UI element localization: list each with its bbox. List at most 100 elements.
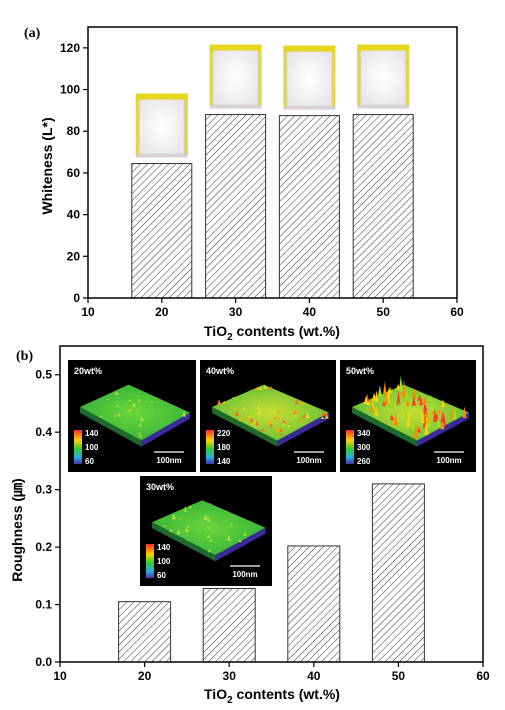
afm-peak — [245, 415, 250, 419]
afm-peak — [203, 513, 208, 520]
afm-peak — [423, 395, 428, 404]
afm-surface — [212, 384, 329, 441]
afm-surface-edge — [352, 407, 418, 447]
afm-colorbar — [74, 430, 82, 464]
afm-peak — [242, 406, 247, 411]
panel-b-plot-frame — [59, 345, 484, 663]
afm-colorbar-label: 180 — [217, 443, 231, 452]
afm-peak — [202, 537, 207, 541]
afm-colorbar-label: 300 — [357, 443, 371, 452]
panel-a-y-tick-label: 20 — [67, 249, 81, 263]
afm-inset-40wt%: 40wt% 220 180 140 100nm — [200, 360, 336, 472]
afm-peak — [200, 529, 205, 533]
afm-surface-edge — [215, 527, 266, 562]
afm-peak — [402, 405, 407, 411]
afm-peak — [185, 537, 190, 541]
afm-peak — [273, 416, 278, 419]
afm-peak — [424, 416, 429, 422]
afm-peak — [396, 400, 401, 412]
afm-colorbar — [206, 430, 214, 464]
panel-a-bar-20 — [131, 163, 193, 299]
afm-peak — [111, 413, 116, 420]
afm-peak — [137, 398, 142, 402]
panel-a-y-tick-label: 80 — [67, 124, 81, 138]
afm-peak — [305, 412, 310, 418]
afm-peak — [269, 386, 274, 390]
afm-colorbar-label: 60 — [85, 457, 94, 466]
afm-peak — [413, 422, 418, 439]
afm-peak — [206, 534, 211, 538]
afm-scale-label: 100nm — [436, 456, 461, 465]
afm-peak — [320, 416, 325, 419]
afm-peak — [262, 384, 267, 389]
afm-peak — [216, 547, 221, 552]
panel-a-bar-30 — [205, 114, 267, 299]
afm-surface — [152, 500, 266, 556]
afm-peak — [424, 420, 429, 429]
afm-peak — [452, 406, 457, 420]
afm-peak — [248, 414, 253, 418]
afm-peak — [429, 401, 434, 409]
panel-b-y-tick-label: 0.4 — [35, 425, 52, 439]
afm-peak — [233, 407, 238, 410]
afm-peak — [411, 395, 416, 406]
panel-b-x-axis: 10 20 30 40 50 60 — [53, 662, 490, 683]
afm-inset-30wt%: 30wt% 140 100 60 100nm — [140, 476, 272, 586]
afm-peak — [293, 413, 298, 418]
afm-peak — [302, 413, 307, 418]
afm-peak — [138, 421, 143, 427]
afm-colorbar-label: 260 — [357, 457, 371, 466]
afm-peak — [374, 406, 379, 416]
afm-peak — [388, 386, 393, 394]
afm-peak — [176, 529, 181, 535]
panel-a-x-axis-label: TiO2 contents (wt.%) — [204, 323, 340, 343]
panel-b-bar-40 — [287, 545, 341, 663]
panel-b-x-tick-label: 20 — [138, 669, 152, 683]
afm-peak — [396, 383, 401, 390]
afm-peak — [105, 398, 110, 400]
afm-peak — [254, 420, 259, 426]
afm-peak — [153, 408, 158, 412]
panel-b-bar-50 — [371, 483, 425, 663]
panel-a-y-tick-label: 120 — [60, 41, 80, 55]
afm-colorbar — [346, 430, 354, 464]
afm-peak — [405, 398, 410, 407]
afm-colorbar-label: 100 — [157, 557, 171, 566]
panel-a-letter: (a) — [24, 26, 41, 41]
afm-peak — [198, 517, 203, 519]
afm-peak — [162, 524, 167, 527]
afm-surface — [80, 384, 191, 441]
panel-a-y-tick-label: 60 — [67, 166, 81, 180]
afm-peak — [257, 410, 262, 415]
afm-peak — [130, 422, 135, 425]
afm-peak — [249, 417, 254, 422]
afm-peak — [300, 418, 305, 422]
panel-a-plot-frame — [87, 26, 458, 299]
afm-peak — [386, 387, 391, 404]
panel-b-bar-20 — [118, 601, 172, 663]
afm-peak — [286, 425, 291, 428]
afm-peak — [408, 399, 413, 407]
panel-b: (b) 20wt% 140 100 60 100nm 40wt% 220 180 140 100n… — [9, 345, 490, 706]
afm-colorbar-label: 60 — [157, 571, 166, 580]
afm-peak — [279, 428, 284, 432]
afm-peak — [396, 389, 401, 406]
afm-peak — [272, 413, 277, 418]
afm-peak — [385, 403, 390, 411]
afm-peak — [412, 387, 417, 399]
afm-peak — [405, 387, 410, 399]
afm-peak — [217, 399, 222, 405]
afm-peak — [212, 534, 217, 540]
panel-a-y-tick-label: 0 — [73, 291, 80, 305]
afm-peak — [208, 503, 213, 505]
panel-b-y-tick-label: 0.3 — [35, 483, 52, 497]
afm-surface-edge — [80, 407, 142, 447]
afm-peak — [321, 409, 326, 416]
fabric-photo-20 — [135, 93, 188, 158]
afm-peak — [177, 518, 182, 520]
afm-peak — [406, 410, 411, 427]
panel-b-x-tick-label: 30 — [223, 669, 237, 683]
panel-a-x-tick-label: 30 — [229, 305, 243, 319]
afm-peak — [419, 397, 424, 406]
